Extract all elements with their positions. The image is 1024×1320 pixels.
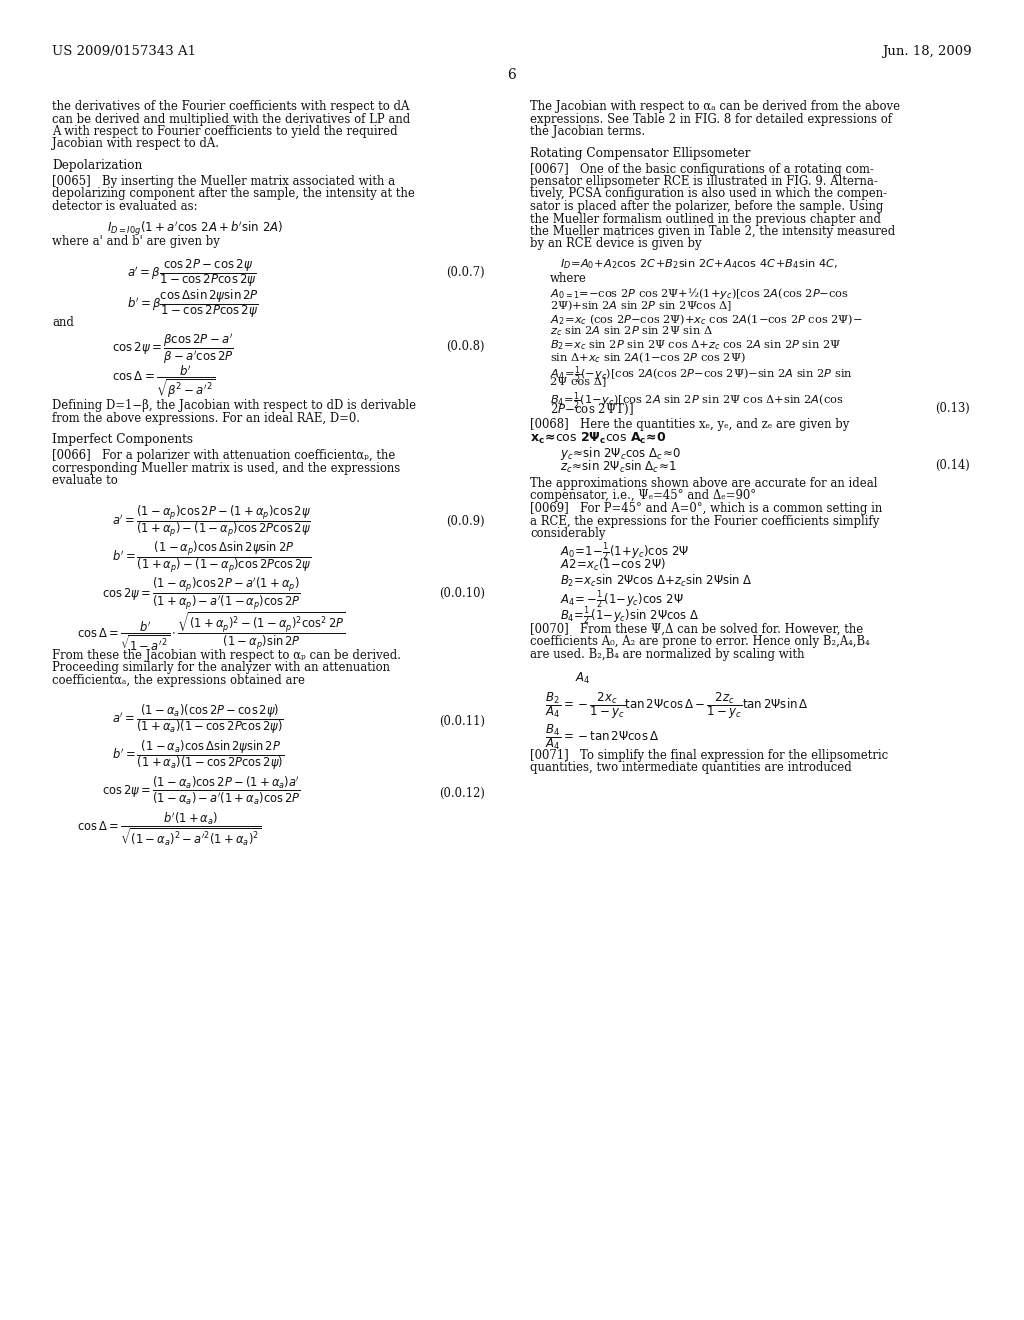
- Text: the derivatives of the Fourier coefficients with respect to dA: the derivatives of the Fourier coefficie…: [52, 100, 410, 114]
- Text: a RCE, the expressions for the Fourier coefficients simplify: a RCE, the expressions for the Fourier c…: [530, 515, 880, 528]
- Text: $z_c$ sin 2$A$ sin 2$P$ sin 2Ψ sin Δ: $z_c$ sin 2$A$ sin 2$P$ sin 2Ψ sin Δ: [550, 323, 713, 338]
- Text: [0065]   By inserting the Mueller matrix associated with a: [0065] By inserting the Mueller matrix a…: [52, 176, 395, 187]
- Text: the Mueller matrices given in Table 2, the intensity measured: the Mueller matrices given in Table 2, t…: [530, 224, 895, 238]
- Text: Jacobian with respect to dA.: Jacobian with respect to dA.: [52, 137, 219, 150]
- Text: the Jacobian terms.: the Jacobian terms.: [530, 125, 645, 139]
- Text: The approximations shown above are accurate for an ideal: The approximations shown above are accur…: [530, 477, 878, 490]
- Text: (0.0.10): (0.0.10): [439, 587, 485, 601]
- Text: $I_{D=I0g}(1+a'\cos\,2A+b'\sin\,2A)$: $I_{D=I0g}(1+a'\cos\,2A+b'\sin\,2A)$: [106, 219, 284, 238]
- Text: where: where: [550, 272, 587, 285]
- Text: $B_4\!=\!\frac{1}{2}(1\!-\!y_c)$[cos 2$A$ sin 2$P$ sin 2Ψ cos Δ+sin 2$A$(cos: $B_4\!=\!\frac{1}{2}(1\!-\!y_c)$[cos 2$A…: [550, 389, 844, 412]
- Text: Defining D=1−β, the Jacobian with respect to dD is derivable: Defining D=1−β, the Jacobian with respec…: [52, 400, 416, 412]
- Text: quantities, two intermediate quantities are introduced: quantities, two intermediate quantities …: [530, 762, 852, 774]
- Text: Jun. 18, 2009: Jun. 18, 2009: [883, 45, 972, 58]
- Text: $A2\!=\!x_c(1\!-\!\cos\,2\Psi)$: $A2\!=\!x_c(1\!-\!\cos\,2\Psi)$: [560, 557, 666, 573]
- Text: Depolarization: Depolarization: [52, 158, 142, 172]
- Text: $\dfrac{B_4}{A_4} = -\tan 2\Psi\cos\Delta$: $\dfrac{B_4}{A_4} = -\tan 2\Psi\cos\Delt…: [545, 722, 659, 752]
- Text: $B_2\!=\!x_c\sin\,2\Psi\cos\,\Delta\!+\!z_c\sin\,2\Psi\sin\,\Delta$: $B_2\!=\!x_c\sin\,2\Psi\cos\,\Delta\!+\!…: [560, 573, 753, 589]
- Text: 2Ψ cos Δ]: 2Ψ cos Δ]: [550, 376, 606, 385]
- Text: Rotating Compensator Ellipsometer: Rotating Compensator Ellipsometer: [530, 147, 751, 160]
- Text: (0.0.8): (0.0.8): [446, 339, 485, 352]
- Text: $b' = \dfrac{(1-\alpha_p)\cos\Delta\sin 2\psi\sin 2P}{(1+\alpha_p) - (1-\alpha_p: $b' = \dfrac{(1-\alpha_p)\cos\Delta\sin …: [112, 539, 311, 574]
- Text: A with respect to Fourier coefficients to yield the required: A with respect to Fourier coefficients t…: [52, 125, 397, 139]
- Text: 6: 6: [508, 69, 516, 82]
- Text: expressions. See Table 2 in FIG. 8 for detailed expressions of: expressions. See Table 2 in FIG. 8 for d…: [530, 112, 892, 125]
- Text: sator is placed after the polarizer, before the sample. Using: sator is placed after the polarizer, bef…: [530, 201, 884, 213]
- Text: $A_{0=1}$=−cos 2$P$ cos 2Ψ+½(1+$y_c$)[cos 2$A$(cos 2$P$−cos: $A_{0=1}$=−cos 2$P$ cos 2Ψ+½(1+$y_c$)[co…: [550, 286, 849, 301]
- Text: $\cos 2\psi = \dfrac{(1-\alpha_a)\cos 2P - (1+\alpha_a)a'}{(1-\alpha_a) - a'(1+\: $\cos 2\psi = \dfrac{(1-\alpha_a)\cos 2P…: [102, 775, 301, 808]
- Text: are used. B₂,B₄ are normalized by scaling with: are used. B₂,B₄ are normalized by scalin…: [530, 648, 805, 661]
- Text: $B_2\!=\!x_c$ sin 2$P$ sin 2Ψ cos Δ+$z_c$ cos 2$A$ sin 2$P$ sin 2Ψ: $B_2\!=\!x_c$ sin 2$P$ sin 2Ψ cos Δ+$z_c…: [550, 338, 842, 352]
- Text: $A_2\!=\!x_c$ (cos 2$P$−cos 2Ψ)+$x_c$ cos 2$A$(1−cos 2$P$ cos 2Ψ)−: $A_2\!=\!x_c$ (cos 2$P$−cos 2Ψ)+$x_c$ co…: [550, 312, 862, 326]
- Text: $y_c\!\approx\!\sin\,2\Psi_c\cos\,\Delta_c\!\approx\!0$: $y_c\!\approx\!\sin\,2\Psi_c\cos\,\Delta…: [560, 445, 681, 462]
- Text: $\cos\Delta = \dfrac{b'(1+\alpha_a)}{\sqrt{(1-\alpha_a)^2 - a'^2(1+\alpha_a)^2}}: $\cos\Delta = \dfrac{b'(1+\alpha_a)}{\sq…: [77, 810, 262, 847]
- Text: $A_4$: $A_4$: [575, 671, 591, 685]
- Text: by an RCE device is given by: by an RCE device is given by: [530, 238, 701, 251]
- Text: coefficientαₐ, the expressions obtained are: coefficientαₐ, the expressions obtained …: [52, 675, 305, 686]
- Text: evaluate to: evaluate to: [52, 474, 118, 487]
- Text: $z_c\!\approx\!\sin\,2\Psi_c\sin\,\Delta_c\!\approx\!1$: $z_c\!\approx\!\sin\,2\Psi_c\sin\,\Delta…: [560, 459, 677, 475]
- Text: $\mathbf{x_c\!\approx\!\cos\,2\Psi_c\cos\,A_c\!\approx\!0}$: $\mathbf{x_c\!\approx\!\cos\,2\Psi_c\cos…: [530, 432, 667, 446]
- Text: The Jacobian with respect to αₐ can be derived from the above: The Jacobian with respect to αₐ can be d…: [530, 100, 900, 114]
- Text: compensator, i.e., Ψₑ=45° and Δₑ=90°: compensator, i.e., Ψₑ=45° and Δₑ=90°: [530, 490, 756, 503]
- Text: sin Δ+$x_c$ sin 2$A$(1−cos 2$P$ cos 2Ψ): sin Δ+$x_c$ sin 2$A$(1−cos 2$P$ cos 2Ψ): [550, 350, 745, 364]
- Text: (0.0.9): (0.0.9): [446, 515, 485, 528]
- Text: coefficients A₀, A₂ are prone to error. Hence only B₂,A₄,B₄: coefficients A₀, A₂ are prone to error. …: [530, 635, 869, 648]
- Text: [0069]   For P=45° and A=0°, which is a common setting in: [0069] For P=45° and A=0°, which is a co…: [530, 502, 883, 515]
- Text: (0.14): (0.14): [935, 459, 970, 473]
- Text: [0067]   One of the basic configurations of a rotating com-: [0067] One of the basic configurations o…: [530, 162, 873, 176]
- Text: considerably: considerably: [530, 527, 605, 540]
- Text: From these the Jacobian with respect to αₚ can be derived.: From these the Jacobian with respect to …: [52, 649, 401, 663]
- Text: $B_4\!=\!\frac{1}{2}(1\!-\!y_c)\sin\,2\Psi\cos\,\Delta$: $B_4\!=\!\frac{1}{2}(1\!-\!y_c)\sin\,2\P…: [560, 605, 699, 627]
- Text: $a' = \dfrac{(1-\alpha_a)(\cos 2P - \cos 2\psi)}{(1+\alpha_a)(1 - \cos 2P\cos 2\: $a' = \dfrac{(1-\alpha_a)(\cos 2P - \cos…: [112, 702, 284, 737]
- Text: the Mueller formalism outlined in the previous chapter and: the Mueller formalism outlined in the pr…: [530, 213, 881, 226]
- Text: [0068]   Here the quantities xₑ, yₑ, and zₑ are given by: [0068] Here the quantities xₑ, yₑ, and z…: [530, 418, 849, 432]
- Text: Proceeding similarly for the analyzer with an attenuation: Proceeding similarly for the analyzer wi…: [52, 661, 390, 675]
- Text: $A_4\!=\!\frac{1}{2}(-y_c)$[cos 2$A$(cos 2$P$−cos 2Ψ)−sin 2$A$ sin 2$P$ sin: $A_4\!=\!\frac{1}{2}(-y_c)$[cos 2$A$(cos…: [550, 364, 853, 385]
- Text: (0.0.7): (0.0.7): [446, 265, 485, 279]
- Text: where a' and b' are given by: where a' and b' are given by: [52, 235, 220, 248]
- Text: $I_D\!=\!A_0\!+\!A_2\cos\,2C\!+\!B_2\sin\,2C\!+\!A_4\cos\,4C\!+\!B_4\sin\,4C,$: $I_D\!=\!A_0\!+\!A_2\cos\,2C\!+\!B_2\sin…: [560, 257, 838, 271]
- Text: $A_0\!=\!1\!-\!\frac{1}{2}(1\!+\!y_c)\cos\,2\Psi$: $A_0\!=\!1\!-\!\frac{1}{2}(1\!+\!y_c)\co…: [560, 541, 689, 562]
- Text: $a' = \dfrac{(1-\alpha_p)\cos 2P - (1+\alpha_p)\cos 2\psi}{(1+\alpha_p) - (1-\al: $a' = \dfrac{(1-\alpha_p)\cos 2P - (1+\a…: [112, 503, 311, 539]
- Text: Imperfect Components: Imperfect Components: [52, 433, 193, 446]
- Text: (0.13): (0.13): [935, 403, 970, 414]
- Text: $\cos\Delta = \dfrac{b'}{\sqrt{\beta^2 - a'^2}}$: $\cos\Delta = \dfrac{b'}{\sqrt{\beta^2 -…: [112, 363, 215, 400]
- Text: $\cos 2\psi = \dfrac{(1-\alpha_p)\cos 2P - a'(1+\alpha_p)}{(1+\alpha_p) - a'(1-\: $\cos 2\psi = \dfrac{(1-\alpha_p)\cos 2P…: [102, 576, 301, 611]
- Text: from the above expressions. For an ideal RAE, D=0.: from the above expressions. For an ideal…: [52, 412, 360, 425]
- Text: (0.0.12): (0.0.12): [439, 787, 485, 800]
- Text: $a' = \beta\dfrac{\cos 2P - \cos 2\psi}{1 - \cos 2P\cos 2\psi}$: $a' = \beta\dfrac{\cos 2P - \cos 2\psi}{…: [127, 257, 257, 289]
- Text: corresponding Mueller matrix is used, and the expressions: corresponding Mueller matrix is used, an…: [52, 462, 400, 475]
- Text: US 2009/0157343 A1: US 2009/0157343 A1: [52, 45, 196, 58]
- Text: 2Ψ)+sin 2$A$ sin 2$P$ sin 2Ψcos Δ]: 2Ψ)+sin 2$A$ sin 2$P$ sin 2Ψcos Δ]: [550, 298, 732, 313]
- Text: pensator ellipsometer RCE is illustrated in FIG. 9. Alterna-: pensator ellipsometer RCE is illustrated…: [530, 176, 878, 187]
- Text: [0066]   For a polarizer with attenuation coefficientαₚ, the: [0066] For a polarizer with attenuation …: [52, 450, 395, 462]
- Text: $\dfrac{B_2}{A_4} = -\dfrac{2x_c}{1-y_c}\tan 2\Psi\cos\Delta - \dfrac{2z_c}{1-y_: $\dfrac{B_2}{A_4} = -\dfrac{2x_c}{1-y_c}…: [545, 690, 809, 721]
- Text: $\cos\Delta = \dfrac{b'}{\sqrt{1-a'^2}}\cdot\dfrac{\sqrt{(1+\alpha_p)^2-(1-\alph: $\cos\Delta = \dfrac{b'}{\sqrt{1-a'^2}}\…: [77, 611, 346, 653]
- Text: (0.0.11): (0.0.11): [439, 714, 485, 727]
- Text: $A_4\!=\!-\!\frac{1}{2}(1\!-\!y_c)\cos\,2\Psi$: $A_4\!=\!-\!\frac{1}{2}(1\!-\!y_c)\cos\,…: [560, 589, 683, 611]
- Text: tively, PCSA configuration is also used in which the compen-: tively, PCSA configuration is also used …: [530, 187, 887, 201]
- Text: $b' = \beta\dfrac{\cos\Delta\sin 2\psi\sin 2P}{1 - \cos 2P\cos 2\psi}$: $b' = \beta\dfrac{\cos\Delta\sin 2\psi\s…: [127, 288, 259, 321]
- Text: detector is evaluated as:: detector is evaluated as:: [52, 201, 198, 213]
- Text: 2$P$−cos 2ΨT)]: 2$P$−cos 2ΨT)]: [550, 403, 634, 417]
- Text: $\cos 2\psi = \dfrac{\beta\cos 2P - a'}{\beta - a'\cos 2P}$: $\cos 2\psi = \dfrac{\beta\cos 2P - a'}{…: [112, 331, 233, 366]
- Text: [0071]   To simplify the final expression for the ellipsometric: [0071] To simplify the final expression …: [530, 748, 888, 762]
- Text: depolarizing component after the sample, the intensity at the: depolarizing component after the sample,…: [52, 187, 415, 201]
- Text: [0070]   From these Ψ,Δ can be solved for. However, the: [0070] From these Ψ,Δ can be solved for.…: [530, 623, 863, 636]
- Text: $b' = \dfrac{(1-\alpha_a)\cos\Delta\sin 2\psi\sin 2P}{(1+\alpha_a)(1 - \cos 2P\c: $b' = \dfrac{(1-\alpha_a)\cos\Delta\sin …: [112, 738, 285, 772]
- Text: and: and: [52, 315, 74, 329]
- Text: can be derived and multiplied with the derivatives of LP and: can be derived and multiplied with the d…: [52, 112, 411, 125]
